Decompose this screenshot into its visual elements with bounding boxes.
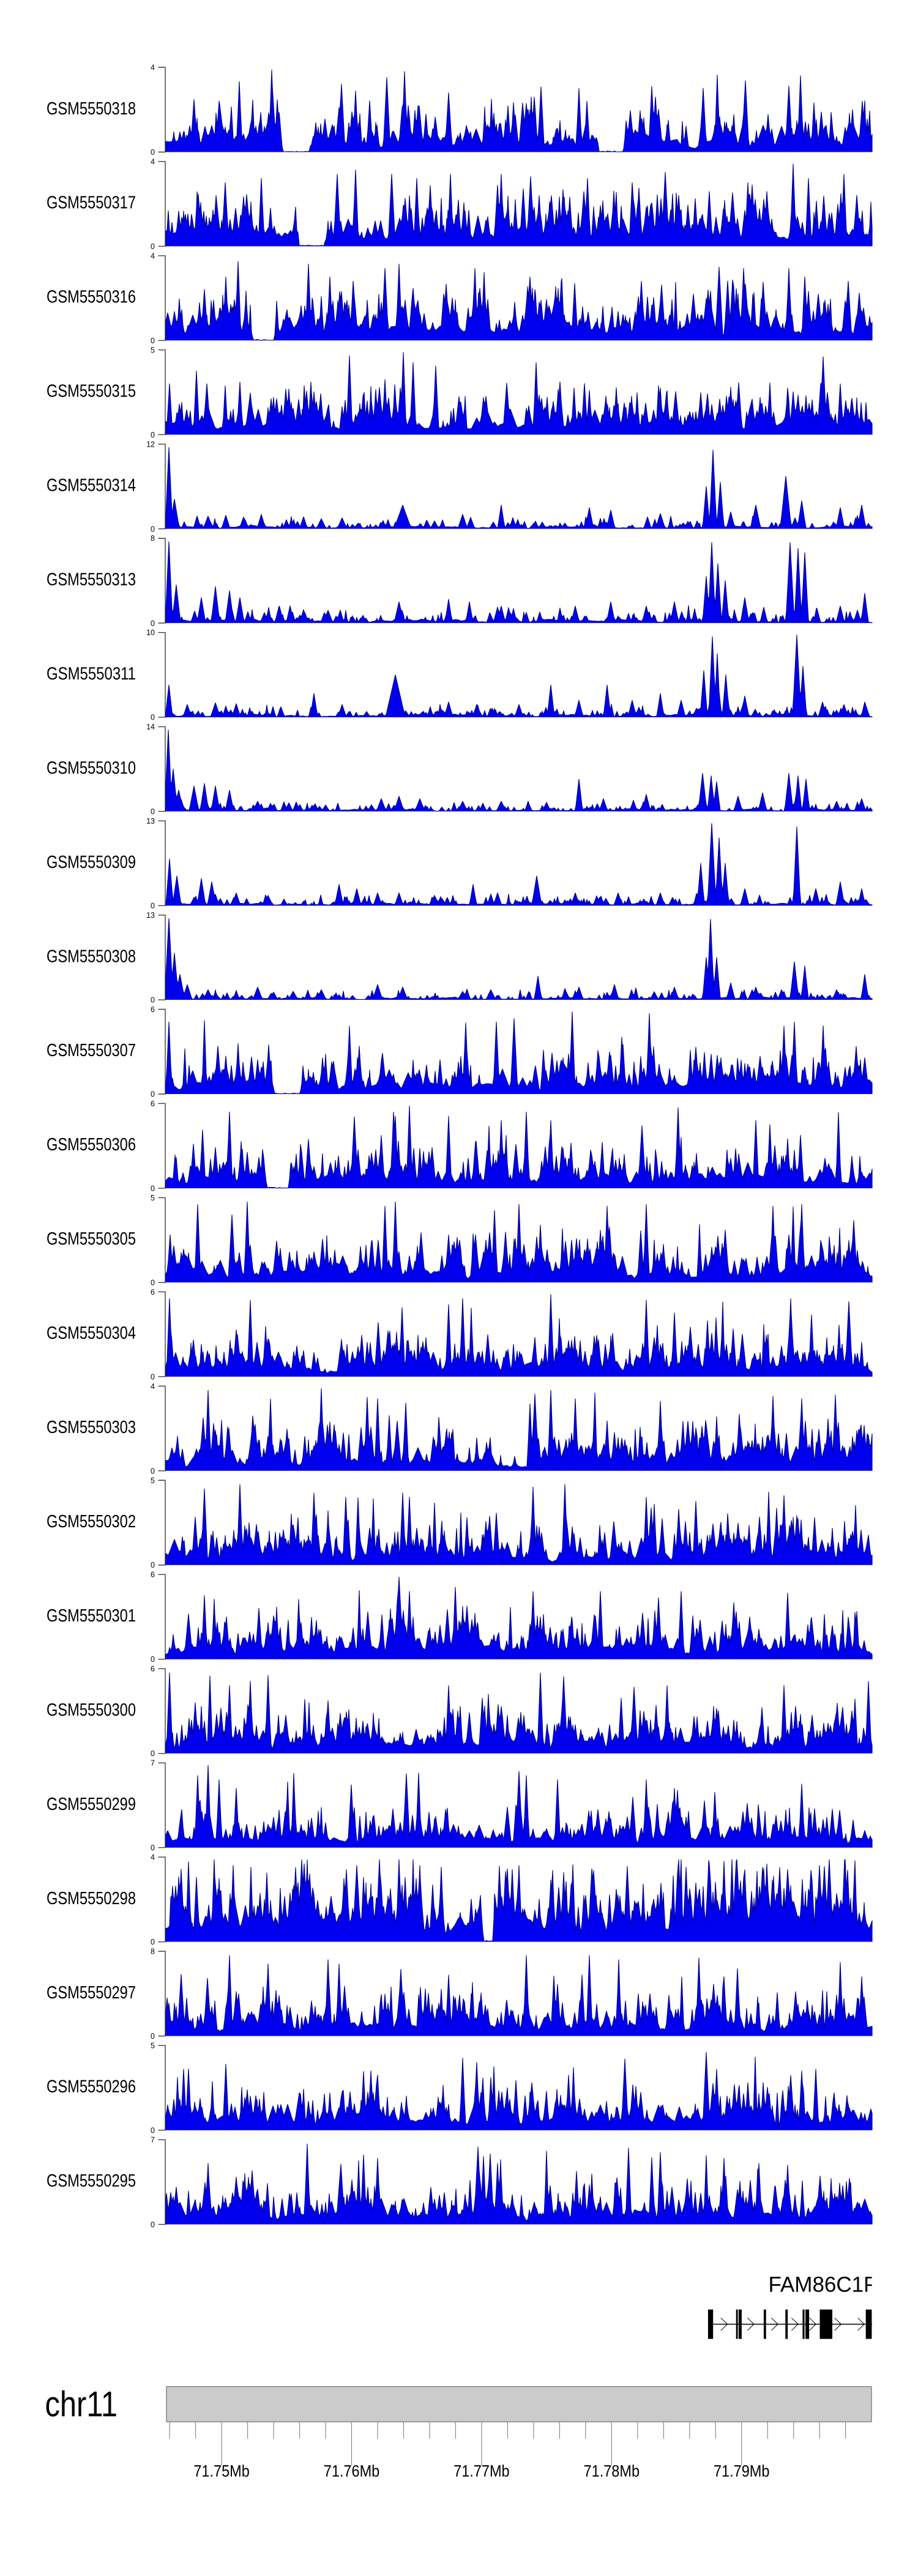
svg-text:GSM5550311: GSM5550311: [47, 664, 136, 683]
svg-text:0: 0: [151, 1561, 155, 1569]
svg-text:5: 5: [151, 346, 155, 354]
svg-text:7: 7: [151, 2135, 155, 2144]
svg-text:0: 0: [151, 242, 155, 251]
svg-text:GSM5550315: GSM5550315: [47, 382, 136, 401]
svg-text:GSM5550308: GSM5550308: [47, 947, 136, 966]
svg-text:GSM5550304: GSM5550304: [47, 1323, 136, 1343]
svg-text:6: 6: [151, 1288, 155, 1297]
svg-text:0: 0: [151, 996, 155, 1005]
svg-text:0: 0: [151, 148, 155, 157]
svg-text:0: 0: [151, 2032, 155, 2041]
svg-text:8: 8: [151, 534, 155, 543]
svg-text:0: 0: [151, 1090, 155, 1099]
svg-text:GSM5550314: GSM5550314: [47, 476, 136, 496]
svg-text:GSM5550309: GSM5550309: [47, 852, 136, 872]
svg-text:GSM5550301: GSM5550301: [47, 1606, 136, 1626]
svg-text:0: 0: [151, 1749, 155, 1758]
svg-text:0: 0: [151, 1467, 155, 1475]
svg-text:0: 0: [151, 337, 155, 345]
svg-text:0: 0: [151, 808, 155, 816]
svg-text:4: 4: [151, 157, 155, 166]
svg-text:GSM5550300: GSM5550300: [47, 1700, 136, 1720]
svg-text:13: 13: [146, 911, 155, 920]
svg-text:5: 5: [151, 1476, 155, 1485]
svg-text:GSM5550299: GSM5550299: [47, 1795, 136, 1814]
svg-text:GSM5550295: GSM5550295: [47, 2172, 136, 2191]
svg-text:0: 0: [151, 619, 155, 628]
svg-text:71.75Mb: 71.75Mb: [193, 2462, 250, 2481]
svg-text:GSM5550298: GSM5550298: [47, 1889, 136, 1908]
svg-text:GSM5550303: GSM5550303: [47, 1418, 136, 1437]
svg-text:GSM5550296: GSM5550296: [47, 2077, 136, 2097]
svg-text:13: 13: [146, 817, 155, 825]
svg-text:6: 6: [151, 1571, 155, 1579]
svg-text:0: 0: [151, 2220, 155, 2229]
svg-text:5: 5: [151, 1194, 155, 1202]
svg-text:0: 0: [151, 1655, 155, 1664]
svg-text:0: 0: [151, 1278, 155, 1287]
svg-text:GSM5550306: GSM5550306: [47, 1135, 136, 1155]
svg-text:GSM5550316: GSM5550316: [47, 288, 136, 307]
svg-text:14: 14: [146, 723, 155, 731]
svg-text:0: 0: [151, 1184, 155, 1193]
svg-text:0: 0: [151, 713, 155, 722]
svg-text:71.79Mb: 71.79Mb: [714, 2462, 770, 2481]
svg-text:8: 8: [151, 1948, 155, 1956]
svg-text:5: 5: [151, 2041, 155, 2050]
svg-text:4: 4: [151, 1853, 155, 1862]
svg-text:GSM5550297: GSM5550297: [47, 1983, 136, 2003]
svg-text:GSM5550307: GSM5550307: [47, 1041, 136, 1060]
svg-text:71.76Mb: 71.76Mb: [324, 2462, 380, 2481]
svg-text:0: 0: [151, 431, 155, 439]
svg-text:GSM5550317: GSM5550317: [47, 193, 136, 213]
svg-text:0: 0: [151, 525, 155, 534]
svg-text:0: 0: [151, 1844, 155, 1852]
svg-text:0: 0: [151, 902, 155, 910]
svg-text:chr11: chr11: [45, 2384, 118, 2424]
svg-text:7: 7: [151, 1759, 155, 1768]
svg-text:6: 6: [151, 1005, 155, 1014]
svg-text:0: 0: [151, 1372, 155, 1381]
svg-text:0: 0: [151, 2126, 155, 2135]
svg-text:GSM5550310: GSM5550310: [47, 758, 136, 778]
svg-text:10: 10: [146, 628, 155, 637]
svg-text:GSM5550305: GSM5550305: [47, 1229, 136, 1249]
svg-text:4: 4: [151, 64, 155, 72]
svg-text:FAM86C1P: FAM86C1P: [769, 2273, 878, 2297]
svg-text:GSM5550313: GSM5550313: [47, 570, 136, 590]
svg-text:71.77Mb: 71.77Mb: [453, 2462, 510, 2481]
svg-text:4: 4: [151, 251, 155, 260]
svg-text:GSM5550302: GSM5550302: [47, 1512, 136, 1532]
svg-text:GSM5550318: GSM5550318: [47, 99, 136, 119]
svg-text:6: 6: [151, 1665, 155, 1673]
svg-text:12: 12: [146, 440, 155, 449]
svg-text:0: 0: [151, 1938, 155, 1946]
svg-text:6: 6: [151, 1100, 155, 1108]
svg-text:71.78Mb: 71.78Mb: [584, 2462, 640, 2481]
svg-text:4: 4: [151, 1382, 155, 1391]
